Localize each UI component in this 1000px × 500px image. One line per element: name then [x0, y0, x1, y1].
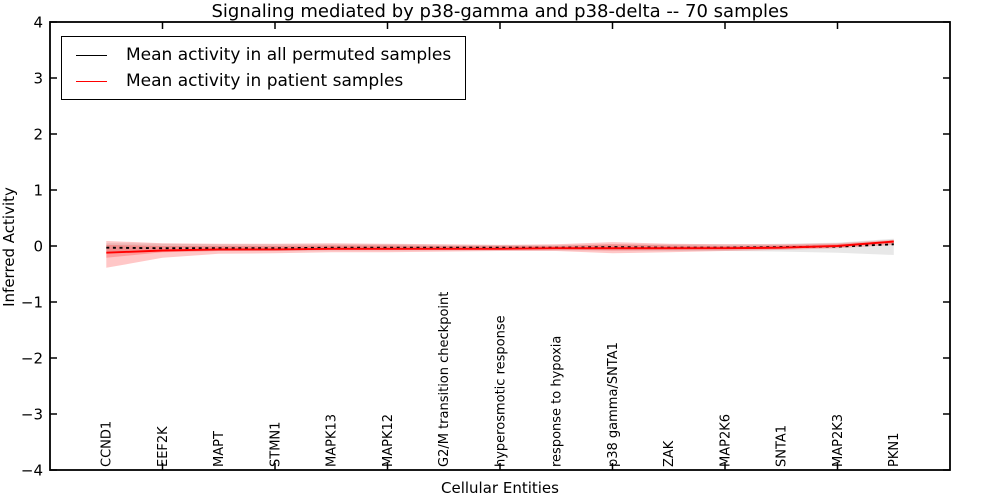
- y-tick-label: −1: [21, 294, 43, 312]
- x-category-label: SNTA1: [775, 425, 790, 467]
- x-category-label: response to hypoxia: [550, 336, 565, 467]
- legend-entry-patient: Mean activity in patient samples: [76, 68, 451, 94]
- x-axis-label: Cellular Entities: [441, 479, 559, 497]
- y-tick-label: 4: [33, 14, 43, 32]
- x-category-label: CCND1: [100, 421, 115, 467]
- legend-line-sample-patient: [76, 80, 107, 82]
- y-tick-label: 0: [33, 238, 43, 256]
- series-line-1: [106, 240, 894, 254]
- y-tick-label: 2: [33, 126, 43, 144]
- x-category-label: MAPK13: [325, 414, 340, 467]
- y-tick-label: 3: [33, 70, 43, 88]
- x-category-label: ZAK: [662, 440, 677, 467]
- axes-frame: [49, 21, 951, 471]
- x-category-label: MAPT: [212, 431, 227, 467]
- y-axis-label: Inferred Activity: [0, 187, 18, 307]
- x-category-label: MAPK12: [381, 414, 396, 467]
- legend-box: Mean activity in all permuted samples Me…: [61, 36, 467, 100]
- x-category-label: EEF2K: [156, 426, 171, 467]
- legend-line-sample-permuted: [76, 54, 107, 56]
- x-category-label: PKN1: [887, 433, 902, 467]
- patient-std-band-outer: [106, 239, 894, 268]
- legend-label-patient: Mean activity in patient samples: [126, 71, 404, 91]
- y-tick-label: −3: [21, 406, 43, 424]
- legend-label-permuted: Mean activity in all permuted samples: [126, 45, 452, 65]
- y-tick-label: −4: [21, 462, 43, 480]
- x-category-label: p38 gamma/SNTA1: [606, 342, 621, 467]
- x-category-label: MAP2K3: [831, 414, 846, 467]
- x-category-label: G2/M transition checkpoint: [437, 292, 452, 467]
- y-tick-label: 1: [33, 182, 43, 200]
- x-category-label: STMN1: [268, 422, 283, 467]
- permuted-std-band: [106, 238, 894, 255]
- x-category-label: hyperosmotic response: [493, 315, 508, 467]
- x-category-label: MAP2K6: [718, 414, 733, 467]
- legend-entry-permuted: Mean activity in all permuted samples: [76, 42, 451, 68]
- y-tick-label: −2: [21, 350, 43, 368]
- chart-title: Signaling mediated by p38-gamma and p38-…: [211, 1, 789, 22]
